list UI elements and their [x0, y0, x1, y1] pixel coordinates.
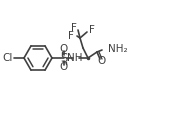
Text: F: F — [89, 25, 95, 35]
Text: S: S — [60, 51, 68, 65]
Text: Cl: Cl — [3, 53, 13, 63]
Text: F: F — [71, 23, 77, 33]
Text: NH: NH — [67, 53, 83, 63]
Text: O: O — [97, 56, 105, 66]
Text: O: O — [60, 62, 68, 72]
Text: NH₂: NH₂ — [108, 44, 128, 54]
Text: F: F — [68, 31, 74, 41]
Text: O: O — [60, 44, 68, 54]
